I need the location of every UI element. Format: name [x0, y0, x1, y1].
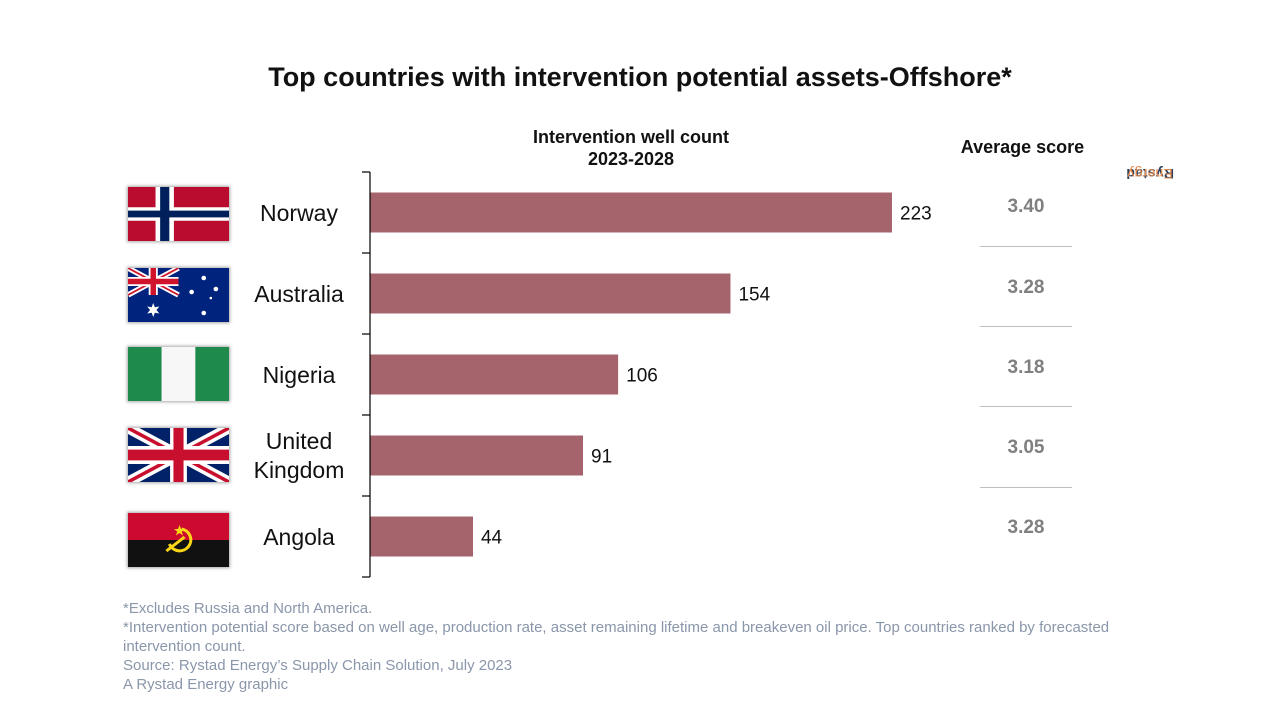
footnotes: *Excludes Russia and North America. *Int…: [123, 599, 1113, 694]
bar-column-header-line1: Intervention well count: [532, 127, 729, 147]
data-label-norway: 223: [900, 204, 932, 225]
footnote-exclusions: *Excludes Russia and North America.: [123, 600, 373, 617]
data-label-nigeria: 106: [626, 366, 658, 387]
australia-flag-icon: [128, 268, 229, 322]
average-score-norway: 3.40: [1007, 196, 1045, 217]
average-score-angola: 3.28: [1007, 517, 1045, 538]
nigeria-flag-icon: [128, 347, 229, 401]
footnote-methodology: *Intervention potential score based on w…: [123, 619, 1110, 655]
average-score-australia: 3.28: [1007, 277, 1045, 298]
uk-flag-icon: [128, 428, 229, 482]
angola-flag-icon: [128, 513, 229, 567]
country-label-norway: Norway: [232, 199, 366, 228]
country-label-angola: Angola: [232, 523, 366, 552]
country-label-united-kingdom: United Kingdom: [232, 427, 366, 485]
score-divider: [980, 326, 1072, 327]
data-label-australia: 154: [738, 285, 770, 306]
bar-norway: [370, 192, 892, 233]
bar-column-header-line2: 2023-2028: [587, 149, 675, 169]
bar-column-header: Intervention well count 2023-2028: [500, 126, 762, 170]
average-score-united-kingdom: 3.05: [1007, 437, 1045, 458]
score-divider: [980, 246, 1072, 247]
country-label-uk-line1: United: [265, 428, 333, 454]
score-divider: [980, 487, 1072, 488]
country-label-uk-line2: Kingdom: [253, 457, 345, 483]
bar-nigeria: [370, 354, 619, 395]
average-score-nigeria: 3.18: [1007, 357, 1045, 378]
footnote-source: Source: Rystad Energy’s Supply Chain Sol…: [123, 657, 513, 674]
country-label-australia-line1: Australia: [254, 281, 344, 307]
footnote-credit: A Rystad Energy graphic: [123, 676, 289, 693]
bar-australia: [370, 273, 731, 314]
country-label-nigeria-line1: Nigeria: [262, 362, 336, 388]
data-label-united-kingdom: 91: [591, 447, 612, 468]
country-label-nigeria: Nigeria: [232, 361, 366, 390]
country-label-norway-line1: Norway: [260, 200, 338, 226]
score-divider: [980, 406, 1072, 407]
bar-angola: [370, 516, 473, 557]
average-score-header: Average score: [960, 137, 1085, 157]
data-label-angola: 44: [481, 528, 503, 549]
norway-flag-icon: [128, 187, 229, 241]
country-label-angola-line1: Angola: [263, 524, 335, 550]
bar-united-kingdom: [370, 435, 584, 476]
country-label-australia: Australia: [232, 280, 366, 309]
chart-title: Top countries with intervention potentia…: [268, 62, 1012, 92]
